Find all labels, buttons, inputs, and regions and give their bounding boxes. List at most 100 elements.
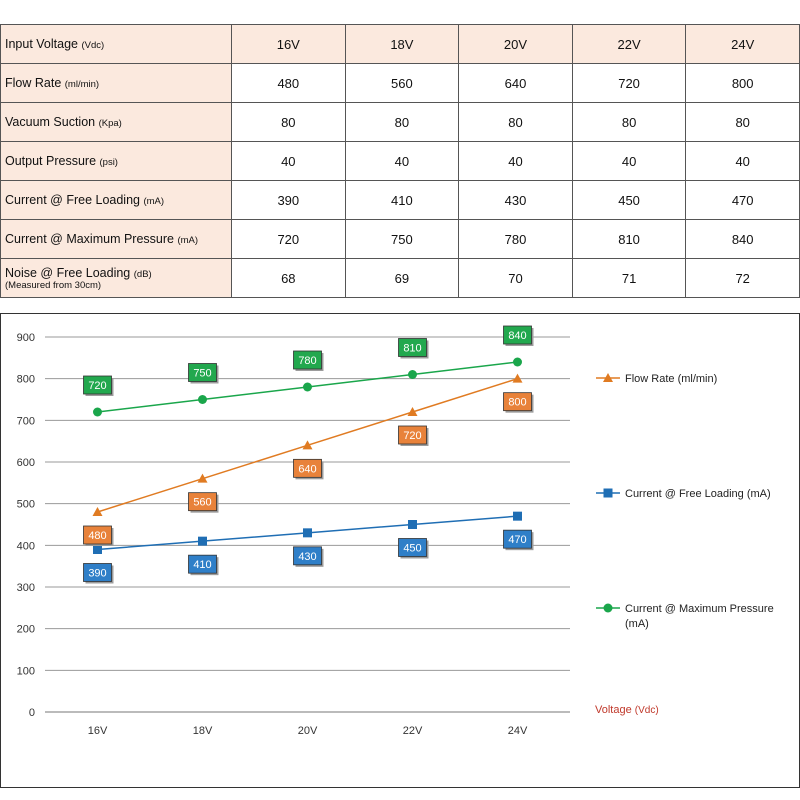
table-cell: 800 [685,63,800,103]
row-unit-text: (psi) [99,157,118,168]
data-point [92,507,103,516]
data-label-box [83,563,112,582]
table-cell: 40 [458,141,573,181]
data-label: 720 [83,375,114,396]
x-tick-label: 18V [193,725,213,737]
row-label-text: Current @ Maximum Pressure [5,232,174,246]
table-cell: 80 [231,102,346,142]
row-unit-text: (mA) [143,196,165,207]
row-unit-text: (dB) [133,268,152,280]
row-label-cell: Current @ Maximum Pressure (mA) [0,219,232,259]
row-label-cell: Output Pressure (psi) [0,141,232,181]
y-tick-label: 900 [17,332,35,344]
table-cell: 450 [571,180,687,220]
table-cell: 640 [458,63,573,103]
table-cell: 40 [571,141,687,181]
data-label-box [398,338,427,357]
data-point [302,440,313,450]
table-row: Current @ Free Loading (mA) 390 410 430 450 4… [0,180,800,220]
data-label: 720 [398,425,429,446]
data-label-box [83,525,112,545]
row-label-cell: Current @ Free Loading (mA) [0,180,232,220]
header-unit-text: (Vdc) [81,40,105,51]
row-label-text: Output Pressure [5,154,97,168]
data-label-box [398,538,427,557]
data-label-text: 470 [508,534,526,546]
table-cell: 750 [344,219,460,259]
table-header-cell: 18V [344,24,460,64]
row-note-text: (Measured from 30cm) [5,279,102,291]
table-cell: 810 [571,219,687,259]
data-label-text: 720 [88,380,106,392]
data-label-box [398,425,427,445]
row-unit-text: (Kpa) [98,118,122,129]
table-cell: 71 [571,258,687,298]
table-cell: 80 [571,102,687,142]
table-header-label: Input Voltage (Vdc) [0,24,232,64]
y-tick-label: 800 [17,374,35,386]
table-cell: 410 [344,180,460,220]
header-label-text: Input Voltage [5,37,78,51]
data-label: 470 [503,529,534,551]
data-label: 410 [188,554,219,576]
data-label-text: 810 [403,343,421,355]
table-cell: 480 [231,63,346,103]
table-row: Current @ Maximum Pressure (mA) 720 750 780… [0,219,800,259]
data-label-text: 480 [88,530,106,542]
data-point [512,373,523,383]
row-label-cell: Flow Rate (ml/min) [0,63,232,103]
legend-label: Current @ Free Loading (mA) [625,488,771,500]
data-label-text: 750 [193,368,211,380]
data-point [303,528,312,538]
row-label-text: Current @ Free Loading [5,193,140,207]
legend-item: Flow Rate (ml/min) [596,373,717,385]
x-tick-label: 22V [403,725,423,737]
table-cell: 560 [344,63,460,103]
data-label: 480 [83,525,114,546]
legend-item: Current @ Maximum Pressure (mA) [596,603,774,630]
table-row: Flow Rate (ml/min) 480 560 640 720 800 [0,63,800,103]
data-point [198,395,207,404]
data-label-box [503,325,532,345]
row-unit-text: (mA) [177,235,199,246]
data-label: 840 [503,325,534,346]
data-label-box [293,458,322,478]
row-label-text: Flow Rate [5,76,62,90]
row-label-text: Noise @ Free Loading [5,265,131,280]
data-label: 810 [398,338,429,359]
table-cell: 40 [344,141,460,181]
row-label-cell: Vacuum Suction (Kpa) [0,102,232,142]
x-axis-label: Voltage (Vdc) [595,704,659,716]
table-cell: 40 [685,141,800,181]
data-point [303,382,312,392]
legend-label: Flow Rate (ml/min) [625,373,717,385]
data-label: 390 [83,563,114,584]
table-cell: 80 [344,102,460,142]
data-label: 750 [188,363,219,384]
data-point [407,407,418,416]
data-label-box [83,375,112,395]
table-row: Vacuum Suction (Kpa) 80 80 80 80 80 [0,102,800,142]
data-label-text: 390 [88,568,106,580]
data-label: 640 [293,458,324,480]
table-cell: 470 [685,180,800,220]
table-cell: 80 [685,102,800,142]
data-label-box [293,350,322,370]
legend-marker [603,488,613,498]
y-tick-label: 100 [17,665,35,677]
data-label-text: 450 [403,543,421,555]
table-cell: 68 [231,258,346,298]
y-tick-label: 200 [17,624,35,636]
data-label-box [293,546,322,566]
data-point [513,357,522,367]
y-tick-label: 300 [17,582,35,594]
table-row: Output Pressure (psi) 40 40 40 40 40 [0,141,800,181]
table-header-cell: 20V [458,24,573,64]
y-tick-label: 0 [29,707,35,719]
data-point [408,370,417,379]
data-label-box [503,529,532,549]
row-label-cell: Noise @ Free Loading (dB) (Measured from … [0,258,232,298]
legend-marker [603,373,613,382]
data-label-text: 640 [298,463,316,475]
table-cell: 720 [571,63,687,103]
